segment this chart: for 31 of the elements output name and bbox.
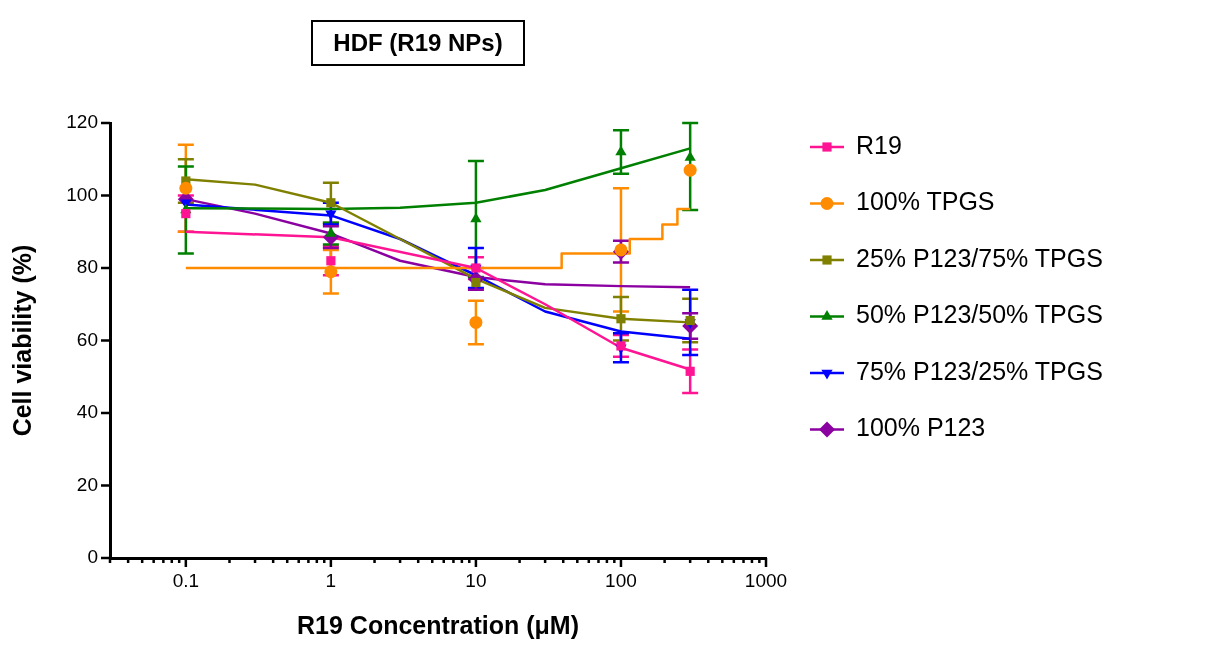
point: [326, 256, 336, 266]
point: [326, 198, 336, 208]
legend-label: R19: [856, 130, 902, 159]
y-tick-label: 40: [76, 401, 98, 423]
x-tick-label: 100: [605, 569, 637, 591]
y-tick-label: 120: [66, 111, 98, 133]
y-tick-label: 60: [76, 328, 98, 350]
chart-title: HDF (R19 NPs): [311, 20, 525, 66]
x-tick-label: 10: [465, 569, 487, 591]
legend-label: 25% P123/75% TPGS: [856, 243, 1103, 272]
point: [469, 315, 483, 329]
point: [616, 341, 626, 351]
x-axis-title: R19 Concentration (μM): [297, 610, 579, 639]
x-tick-label: 0.1: [172, 569, 200, 591]
legend-label: 100% P123: [856, 413, 986, 442]
legend-label: 50% P123/50% TPGS: [856, 300, 1103, 329]
legend-label: 75% P123/25% TPGS: [856, 356, 1103, 385]
legend-label: 100% TPGS: [856, 187, 995, 216]
point: [616, 314, 626, 324]
y-tick-label: 20: [76, 473, 98, 495]
point: [325, 227, 337, 237]
x-tick-label: 1: [325, 569, 337, 591]
point: [324, 265, 338, 279]
y-tick-label: 100: [66, 183, 98, 205]
point: [471, 277, 481, 288]
x-tick-label: 1000: [744, 569, 788, 591]
y-tick-label: 0: [87, 546, 98, 568]
y-axis-title: Cell viability (%): [7, 244, 36, 437]
point: [181, 209, 191, 219]
y-tick-label: 80: [76, 256, 98, 278]
point: [179, 181, 193, 195]
